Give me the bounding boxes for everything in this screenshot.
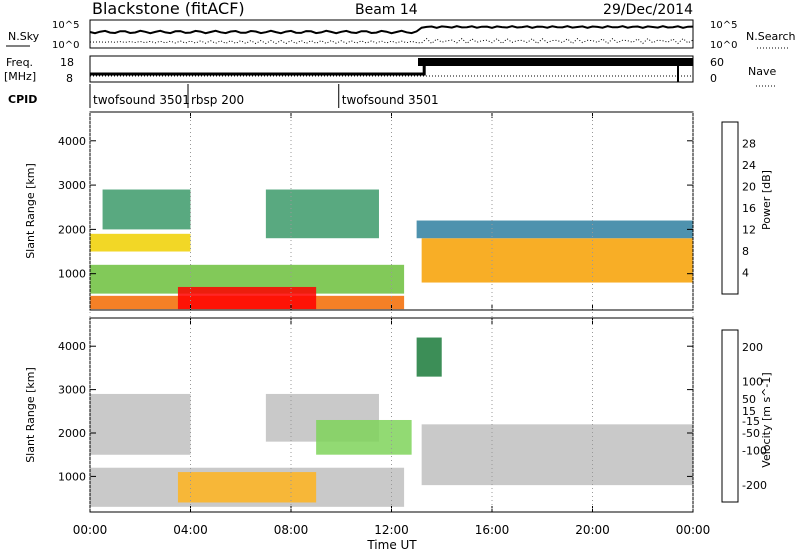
x-tick-label-1: 04:00 xyxy=(173,523,208,537)
power-colorbar-tick-3: 16 xyxy=(742,202,756,215)
noise-right-tick-top: 10^5 xyxy=(710,20,737,31)
power-colorbar-tick-1: 8 xyxy=(742,245,749,258)
velocity-colorbar-tick-2: -50 xyxy=(742,427,760,440)
nave-label: Nave xyxy=(748,65,776,78)
x-tick-label-6: 00:00 xyxy=(676,523,711,537)
velocity-colorbar-tick-6: 100 xyxy=(742,376,763,389)
freq-panel: Freq. [MHz] 18 8 60 0 Nave xyxy=(4,55,776,87)
power-band-0 xyxy=(90,233,191,252)
power-band-4 xyxy=(177,286,317,310)
x-tick-label-5: 20:00 xyxy=(575,523,610,537)
power-colorbar-label: Power [dB] xyxy=(760,170,773,230)
cpid-segments: twofsound 3501 rbsp 200 twofsound 3501 xyxy=(89,84,439,108)
power-band-7 xyxy=(416,220,694,239)
power-ytick-label-1: 2000 xyxy=(58,223,86,236)
velocity-ytick-label-2: 3000 xyxy=(58,384,86,397)
freq-label-line2: [MHz] xyxy=(4,70,36,83)
velocity-ytick-label-1: 2000 xyxy=(58,427,86,440)
velocity-band-5 xyxy=(421,424,694,486)
station-title: Blackstone (fitACF) xyxy=(92,0,245,18)
cpid-label: CPID xyxy=(8,93,37,106)
velocity-colorbar-tick-0: -200 xyxy=(742,479,767,492)
noise-panel: N.Sky 10^5 10^0 10^5 10^0 N.Search xyxy=(6,19,796,51)
nave-tick-0: 0 xyxy=(710,72,717,85)
velocity-colorbar-label: Velocity [m s^-1] xyxy=(760,372,773,467)
x-axis-ticks: 00:00 04:00 08:00 12:00 16:00 20:00 00:00 xyxy=(73,112,711,537)
noise-sky-line xyxy=(89,25,694,35)
velocity-colorbar-tick-3: -15 xyxy=(742,415,760,428)
x-axis-label: Time UT xyxy=(366,538,417,552)
power-bands xyxy=(90,189,694,310)
noise-tick-bottom: 10^0 xyxy=(52,40,79,51)
velocity-y-ticks: 1000 2000 3000 4000 xyxy=(58,340,693,483)
velocity-band-6 xyxy=(416,337,442,377)
power-colorbar-tick-0: 4 xyxy=(742,267,749,280)
power-ytick-label-3: 4000 xyxy=(58,135,86,148)
power-colorbar-tick-6: 28 xyxy=(742,138,756,151)
velocity-colorbar-tick-4: 15 xyxy=(742,405,756,418)
power-band-6 xyxy=(421,238,694,283)
power-colorbar-tick-5: 24 xyxy=(742,159,756,172)
velocity-band-4 xyxy=(316,419,412,455)
velocity-colorbar-tick-1: -100 xyxy=(742,444,767,457)
date-label: 29/Dec/2014 xyxy=(603,2,693,18)
freq-tick-8: 8 xyxy=(66,72,73,85)
power-ylabel: Slant Range [km] xyxy=(24,163,37,259)
power-colorbar-tick-4: 20 xyxy=(742,181,756,194)
freq-tick-18: 18 xyxy=(60,56,74,69)
nsearch-label: N.Search xyxy=(746,30,796,43)
power-band-1 xyxy=(102,189,191,230)
power-colorbar-frame xyxy=(721,121,739,295)
velocity-bands xyxy=(90,337,694,507)
cpid-row: CPID twofsound 3501 rbsp 200 twofsound 350… xyxy=(8,84,439,108)
x-tick-label-2: 08:00 xyxy=(274,523,309,537)
velocity-ylabel: Slant Range [km] xyxy=(24,367,37,463)
power-ytick-label-2: 3000 xyxy=(58,179,86,192)
power-band-5 xyxy=(265,189,379,239)
x-tick-label-0: 00:00 xyxy=(73,523,108,537)
x-tick-label-3: 12:00 xyxy=(374,523,409,537)
velocity-colorbar-frame xyxy=(721,329,739,503)
beam-label: Beam 14 xyxy=(355,2,418,18)
x-tick-label-4: 16:00 xyxy=(475,523,510,537)
freq-label-line1: Freq. xyxy=(6,56,33,69)
power-y-ticks: 1000 2000 3000 4000 xyxy=(58,135,693,281)
cpid-segment-label-0: twofsound 3501 xyxy=(93,93,190,107)
cpid-segment-label-1: rbsp 200 xyxy=(191,93,244,107)
velocity-ytick-label-3: 4000 xyxy=(58,340,86,353)
noise-tick-top: 10^5 xyxy=(52,20,79,31)
power-colorbar-tick-2: 12 xyxy=(742,224,756,237)
nave-band xyxy=(418,58,693,66)
nsky-label: N.Sky xyxy=(8,30,40,43)
power-ytick-label-0: 1000 xyxy=(58,268,86,281)
nave-tick-60: 60 xyxy=(710,56,724,69)
velocity-colorbar-tick-5: 50 xyxy=(742,393,756,406)
velocity-panel: 1000 2000 3000 4000 Slant Range [km] xyxy=(24,317,694,513)
velocity-colorbar-tick-7: 200 xyxy=(742,341,763,354)
power-colorbar: 4 8 12 16 20 24 28 xyxy=(721,121,756,295)
velocity-band-2 xyxy=(177,472,317,503)
cpid-segment-label-2: twofsound 3501 xyxy=(342,93,439,107)
velocity-ytick-label-0: 1000 xyxy=(58,470,86,483)
velocity-band-0 xyxy=(90,393,191,455)
noise-right-tick-bottom: 10^0 xyxy=(710,40,737,51)
